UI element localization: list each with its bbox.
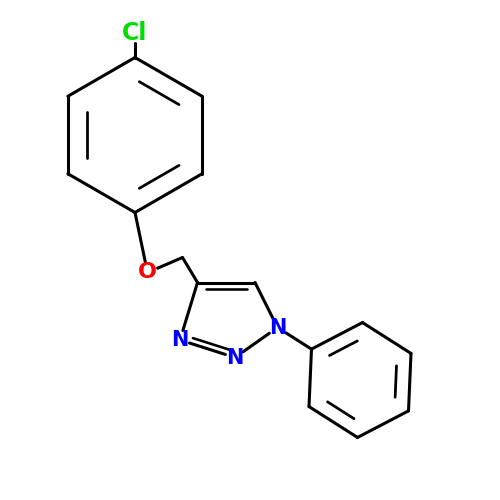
- Text: N: N: [269, 318, 286, 338]
- Text: N: N: [172, 330, 188, 350]
- Text: Cl: Cl: [122, 22, 148, 46]
- Text: O: O: [138, 262, 157, 282]
- Text: N: N: [226, 348, 244, 368]
